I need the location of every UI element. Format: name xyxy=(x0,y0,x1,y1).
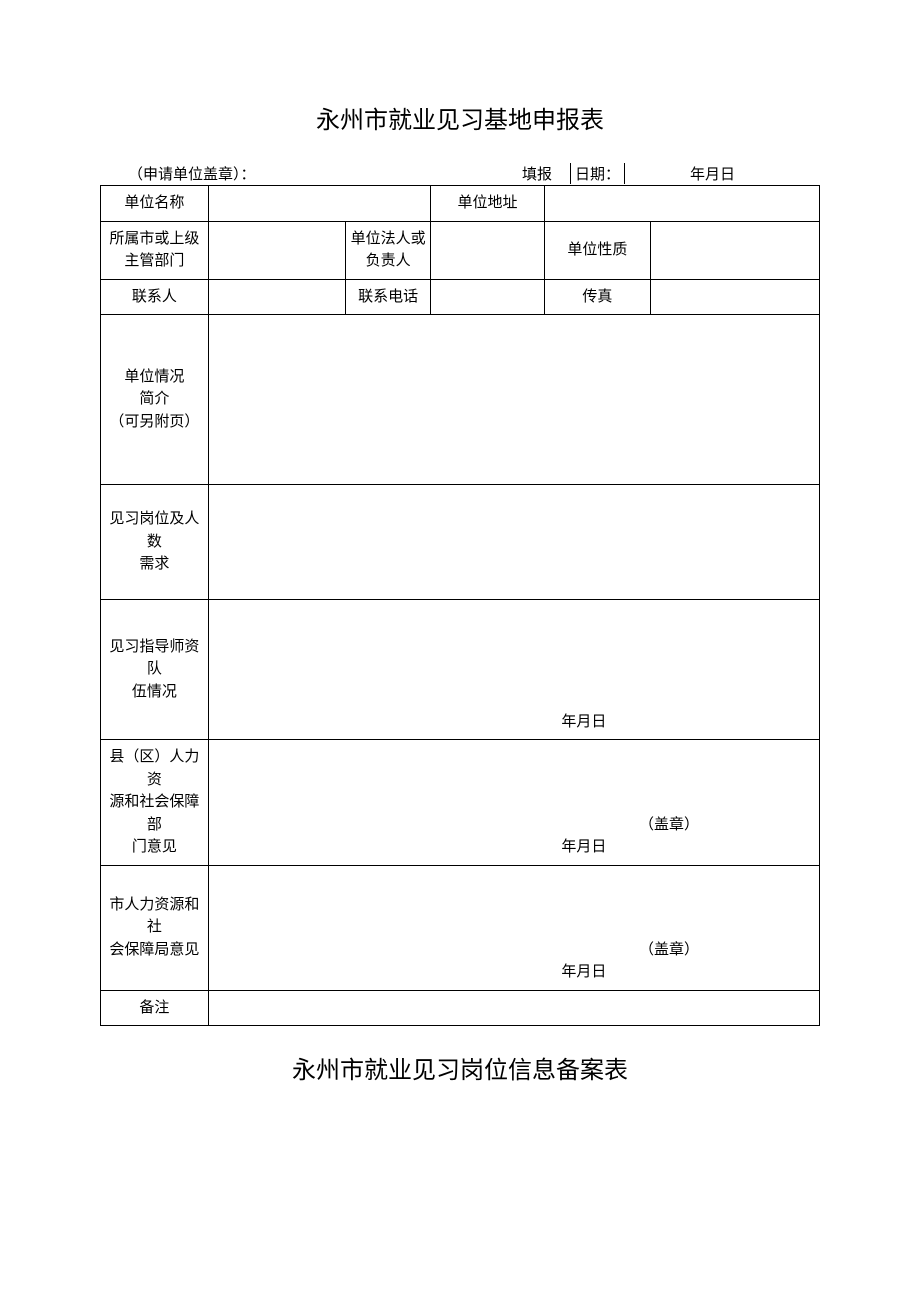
fax-value xyxy=(650,279,819,315)
table-row: 单位名称 单位地址 xyxy=(101,186,820,222)
page-title: 永州市就业见习基地申报表 xyxy=(60,100,860,135)
fax-label: 传真 xyxy=(545,279,651,315)
position-label-line1: 见习岗位及人数 xyxy=(109,511,199,550)
intro-label: 单位情况 简介 （可另附页） xyxy=(101,315,209,485)
position-label: 见习岗位及人数 需求 xyxy=(101,485,209,600)
teacher-label-line2: 伍情况 xyxy=(132,684,177,700)
county-stamp: （盖章） xyxy=(639,814,699,837)
county-date: 年月日 xyxy=(209,836,819,859)
table-row: 单位情况 简介 （可另附页） xyxy=(101,315,820,485)
table-row: 备注 xyxy=(101,990,820,1026)
position-label-line2: 需求 xyxy=(139,556,169,572)
teacher-label-line1: 见习指导师资队 xyxy=(109,639,199,678)
table-row: 见习指导师资队 伍情况 年月日 xyxy=(101,600,820,740)
table-row: 县（区）人力资 源和社会保障部 门意见 （盖章） 年月日 xyxy=(101,740,820,866)
intro-label-line2: 简介 xyxy=(139,391,169,407)
teacher-value: 年月日 xyxy=(208,600,819,740)
stamp-label: （申请单位盖章）： xyxy=(128,163,256,184)
unit-address-label: 单位地址 xyxy=(430,186,544,222)
table-row: 联系人 联系电话 传真 xyxy=(101,279,820,315)
teacher-label: 见习指导师资队 伍情况 xyxy=(101,600,209,740)
contact-label: 联系人 xyxy=(101,279,209,315)
contact-value xyxy=(208,279,345,315)
county-label-line1: 县（区）人力资 xyxy=(109,749,199,788)
city-date: 年月日 xyxy=(209,961,819,984)
remark-value xyxy=(208,990,819,1026)
sub-page-title: 永州市就业见习岗位信息备案表 xyxy=(60,1050,860,1085)
position-value xyxy=(208,485,819,600)
unit-name-value xyxy=(208,186,430,222)
intro-value xyxy=(208,315,819,485)
intro-label-line3: （可另附页） xyxy=(109,414,199,430)
table-row: 所属市或上级主管部门 单位法人或负责人 单位性质 xyxy=(101,221,820,279)
teacher-date: 年月日 xyxy=(209,711,819,734)
city-label-line2: 会保障局意见 xyxy=(109,942,199,958)
city-opinion-label: 市人力资源和社 会保障局意见 xyxy=(101,865,209,990)
remark-label: 备注 xyxy=(101,990,209,1026)
unit-nature-value xyxy=(650,221,819,279)
county-opinion-value: （盖章） 年月日 xyxy=(208,740,819,866)
dept-label: 所属市或上级主管部门 xyxy=(101,221,209,279)
unit-nature-label: 单位性质 xyxy=(545,221,651,279)
table-row: 市人力资源和社 会保障局意见 （盖章） 年月日 xyxy=(101,865,820,990)
header-line: （申请单位盖章）： 填报 日期： 年月日 xyxy=(100,163,820,185)
application-form-table: 单位名称 单位地址 所属市或上级主管部门 单位法人或负责人 单位性质 联系人 联… xyxy=(100,185,820,1026)
phone-value xyxy=(430,279,544,315)
date-label: 日期： xyxy=(570,163,625,184)
date-value: 年月日 xyxy=(690,163,735,184)
city-label-line1: 市人力资源和社 xyxy=(109,897,199,936)
table-row: 见习岗位及人数 需求 xyxy=(101,485,820,600)
unit-name-label: 单位名称 xyxy=(101,186,209,222)
phone-label: 联系电话 xyxy=(346,279,431,315)
unit-address-value xyxy=(545,186,820,222)
legal-person-value xyxy=(430,221,544,279)
dept-value xyxy=(208,221,345,279)
city-stamp: （盖章） xyxy=(639,939,699,962)
intro-label-line1: 单位情况 xyxy=(124,369,184,385)
fill-label: 填报 xyxy=(522,163,552,184)
county-label-line2: 源和社会保障部 xyxy=(109,794,199,833)
city-opinion-value: （盖章） 年月日 xyxy=(208,865,819,990)
legal-person-label: 单位法人或负责人 xyxy=(346,221,431,279)
county-label-line3: 门意见 xyxy=(132,839,177,855)
county-opinion-label: 县（区）人力资 源和社会保障部 门意见 xyxy=(101,740,209,866)
